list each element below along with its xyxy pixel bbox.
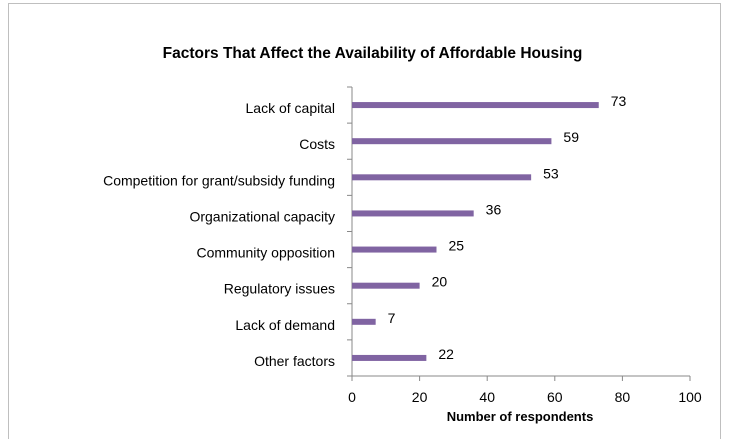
data-label: 25 bbox=[449, 238, 465, 254]
data-label: 22 bbox=[438, 346, 454, 362]
bar bbox=[352, 282, 420, 289]
chart-title: Factors That Affect the Availability of … bbox=[162, 45, 583, 62]
x-tick-label: 80 bbox=[615, 389, 631, 405]
bar bbox=[352, 210, 474, 217]
bar bbox=[352, 102, 599, 109]
bar bbox=[352, 174, 532, 181]
data-label: 73 bbox=[611, 93, 627, 109]
x-tick-label: 20 bbox=[412, 389, 428, 405]
x-axis-label: Number of respondents bbox=[447, 409, 594, 424]
data-label: 59 bbox=[563, 129, 579, 145]
chart-frame bbox=[8, 3, 721, 439]
data-label: 20 bbox=[432, 274, 448, 290]
category-label: Organizational capacity bbox=[189, 208, 335, 224]
bar bbox=[352, 318, 376, 325]
category-label: Lack of demand bbox=[235, 317, 335, 333]
x-tick-label: 100 bbox=[678, 389, 702, 405]
data-label: 7 bbox=[388, 310, 396, 326]
bar bbox=[352, 246, 437, 253]
category-label: Other factors bbox=[254, 353, 335, 369]
x-tick-label: 40 bbox=[479, 389, 495, 405]
bar bbox=[352, 138, 552, 145]
category-label: Costs bbox=[299, 136, 335, 152]
category-label: Lack of capital bbox=[246, 100, 336, 116]
category-label: Regulatory issues bbox=[224, 281, 335, 297]
x-tick-label: 0 bbox=[348, 389, 356, 405]
category-label: Competition for grant/subsidy funding bbox=[103, 172, 335, 188]
x-tick-label: 60 bbox=[547, 389, 563, 405]
bar bbox=[352, 354, 427, 361]
category-label: Community opposition bbox=[196, 245, 335, 261]
data-label: 53 bbox=[543, 165, 559, 181]
data-label: 36 bbox=[486, 201, 502, 217]
